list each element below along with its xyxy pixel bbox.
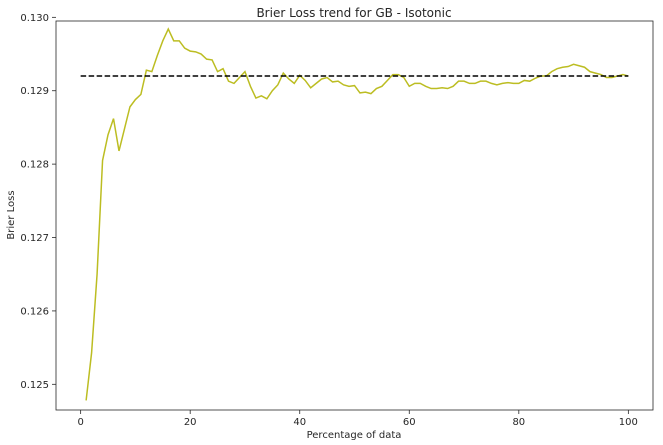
plot-frame	[55, 20, 654, 411]
x-tick-label: 20	[184, 417, 197, 428]
y-axis: 0.125 0.126 0.127 0.128 0.129 0.130	[20, 13, 56, 391]
x-tick-label: 0	[77, 417, 83, 428]
x-tick-label: 40	[293, 417, 306, 428]
y-tick-label: 0.125	[20, 380, 49, 391]
x-axis: 0 20 40 60 80 100	[77, 410, 638, 428]
plot-area	[80, 27, 629, 401]
y-tick-label: 0.130	[20, 13, 49, 24]
y-axis-label: Brier Loss	[6, 190, 17, 239]
y-tick-label: 0.126	[20, 306, 49, 317]
y-tick-label: 0.129	[20, 86, 49, 97]
x-axis-label: Percentage of data	[307, 430, 402, 441]
y-tick-label: 0.128	[20, 160, 49, 171]
chart-title: Brier Loss trend for GB - Isotonic	[256, 6, 451, 20]
y-tick-label: 0.127	[20, 233, 49, 244]
x-tick-label: 80	[512, 417, 525, 428]
x-tick-label: 60	[403, 417, 416, 428]
x-tick-label: 100	[619, 417, 638, 428]
brier-loss-line	[85, 27, 629, 401]
